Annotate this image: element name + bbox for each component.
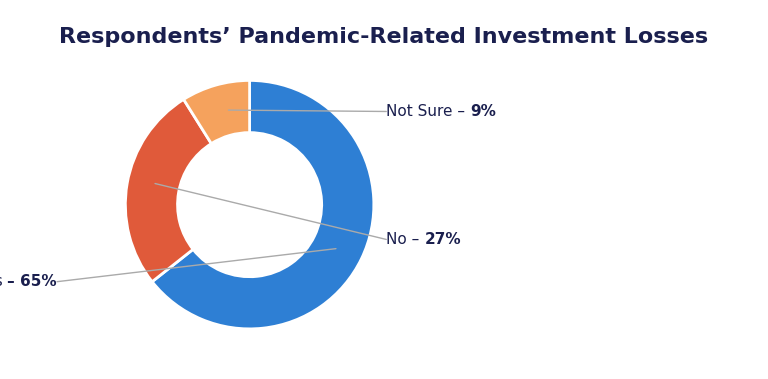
Text: Respondents’ Pandemic-Related Investment Losses: Respondents’ Pandemic-Related Investment… <box>59 27 709 47</box>
Text: 9%: 9% <box>470 104 496 119</box>
Text: – 65%: – 65% <box>8 274 57 289</box>
Text: 27%: 27% <box>425 232 461 247</box>
Text: No –: No – <box>386 232 425 247</box>
Wedge shape <box>184 80 250 144</box>
Wedge shape <box>125 99 211 282</box>
Wedge shape <box>152 80 374 329</box>
Text: Not Sure –: Not Sure – <box>386 104 470 119</box>
Text: Yes: Yes <box>0 274 8 289</box>
